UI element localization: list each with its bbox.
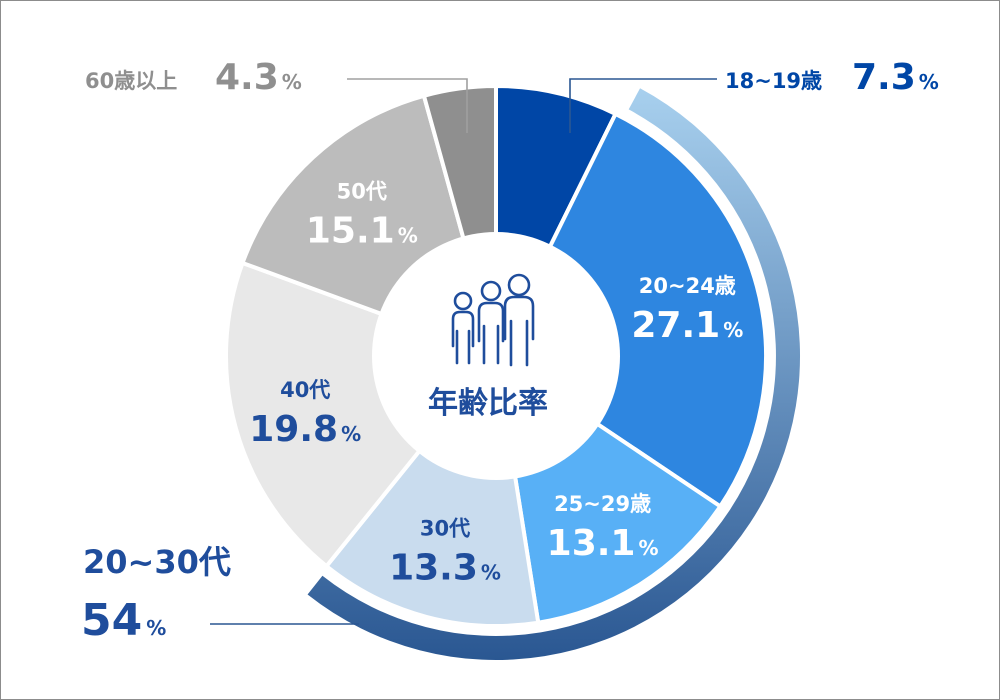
- slice-labels: 20~24歳 27.1 % 25~29歳 13.1 % 30代 13.3 % 40代 19.8 % 50…: [249, 179, 743, 588]
- value-50s: 15.1%: [306, 210, 418, 251]
- value-20-24-pct: %: [723, 318, 743, 342]
- label-18-19: 18~19歳: [725, 69, 822, 93]
- label-18-19-name: 18~19歳: [725, 69, 822, 93]
- center-title: 年齢比率: [428, 386, 548, 421]
- leader-line-18-19: [569, 78, 717, 133]
- value-18-19: 7.3%: [852, 57, 939, 98]
- label-20-24: 20~24歳: [639, 274, 736, 298]
- label-25-29: 25~29歳: [554, 492, 651, 516]
- value-60-plus-number: 4.3: [215, 57, 279, 98]
- slice-20-24: [493, 111, 768, 510]
- label-60-plus: 60歳以上: [85, 69, 177, 93]
- label-60-plus-name: 60歳以上: [85, 69, 177, 93]
- label-50s: 50代: [337, 179, 387, 203]
- value-40s: 19.8%: [249, 409, 361, 450]
- label-40s: 40代: [280, 378, 330, 402]
- value-30s-pct: %: [481, 560, 501, 584]
- value-30s-number: 13.3: [389, 547, 478, 588]
- highlight-value-pct: %: [146, 616, 166, 640]
- value-25-29-number: 13.1: [547, 523, 636, 564]
- value-25-29: 13.1%: [547, 523, 659, 564]
- value-25-29-pct: %: [638, 536, 658, 560]
- value-20-24-number: 27.1: [631, 305, 720, 346]
- value-60-plus: 4.3%: [215, 57, 302, 98]
- highlight-value-number: 54: [81, 595, 142, 646]
- highlight-arc-20-30s: [307, 88, 801, 661]
- leader-line-60-plus: [347, 78, 468, 133]
- highlight-label: 20~30代: [83, 543, 231, 581]
- value-18-19-pct: %: [919, 70, 939, 94]
- value-60-plus-pct: %: [282, 70, 302, 94]
- label-30s: 30代: [420, 516, 470, 540]
- people-group-icon: [451, 273, 535, 367]
- value-20-24: 27.1%: [631, 305, 743, 346]
- value-40s-pct: %: [341, 422, 361, 446]
- value-50s-number: 15.1: [306, 210, 395, 251]
- value-30s: 13.3%: [389, 547, 501, 588]
- center-hub: [372, 232, 620, 480]
- value-18-19-number: 7.3: [852, 57, 916, 98]
- value-50s-pct: %: [398, 223, 418, 247]
- value-40s-number: 19.8: [249, 409, 338, 450]
- highlight-value: 54%: [81, 595, 166, 646]
